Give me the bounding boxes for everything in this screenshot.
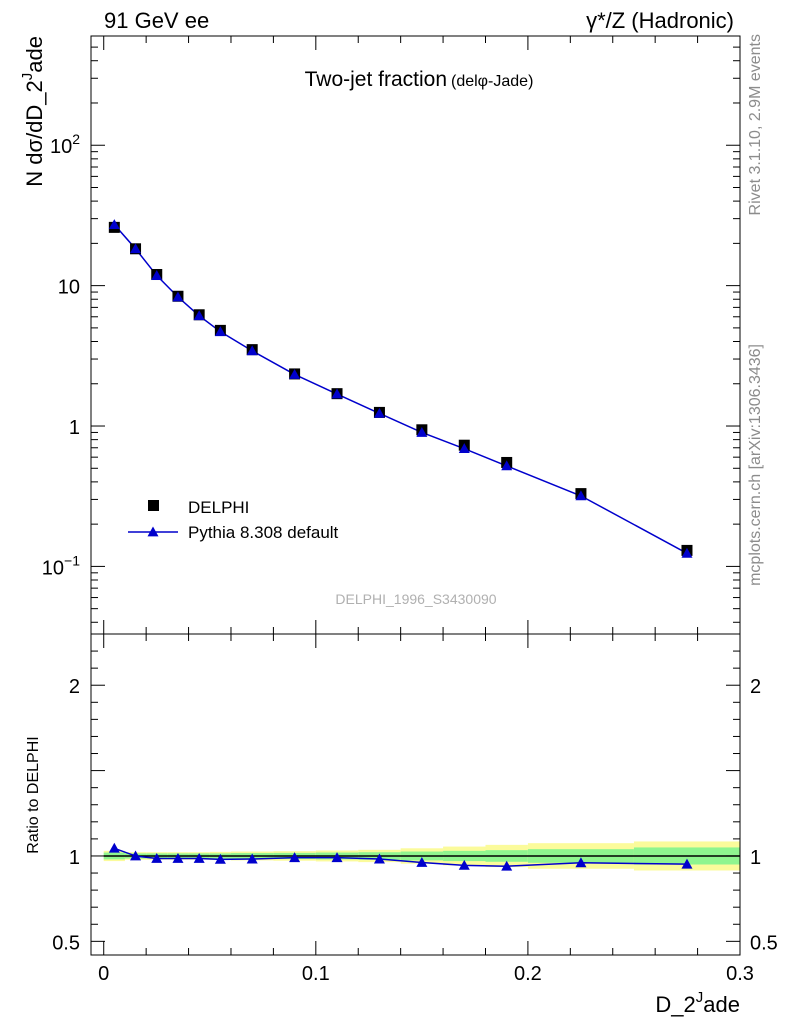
pythia-point [214,326,226,337]
ratio-y-tick-label: 1 [69,847,80,869]
ratio-y-tick-label-right: 0.5 [750,932,778,954]
ratio-y-tick-label-right: 1 [750,847,761,869]
pythia-point [416,426,428,437]
ratio-point [575,857,587,868]
pythia-point [289,368,301,379]
ratio-point [373,853,385,864]
pythia-point [193,310,205,321]
y-tick-label: 102 [50,131,80,158]
pythia-point [458,443,470,454]
ratio-point [416,856,428,867]
y-tick-label-exponent: −1 [64,552,80,568]
main-frame [90,35,741,635]
pythia-point [575,490,587,501]
ratio-point [172,853,184,863]
y-tick-label-base: 10 [42,557,64,579]
ratio-point [501,860,513,871]
ratio-y-tick-label-right: 2 [750,676,761,698]
header-left: 91 GeV ee [104,8,209,33]
y-tick-label-base: 10 [50,136,72,158]
legend-marker-pythia [147,526,159,537]
main-panel: Two-jet fraction (delφ-Jade) DELPHI_1996… [19,35,741,635]
ratio-y-tick-label: 2 [69,676,80,698]
chart-subtitle: (delφ-Jade) [451,73,533,90]
pythia-point [151,270,163,280]
ratio-point [681,858,693,869]
ratio-y-axis-title: Ratio to DELPHI [25,736,42,853]
legend-label-pythia: Pythia 8.308 default [188,523,339,542]
ratio-y-tick-label: 0.5 [52,932,80,954]
ratio-frame [90,633,741,956]
y-tick-label: 1 [69,417,80,439]
watermark: DELPHI_1996_S3430090 [335,591,496,607]
pythia-point [246,345,258,356]
chart-title: Two-jet fraction [305,68,447,91]
pythia-point [373,407,385,418]
ratio-point [246,853,258,864]
legend-marker-delphi [148,500,159,511]
y-axis-title: N dσ/dD_2Jade [19,36,47,187]
ratio-point [214,853,226,864]
header-right: γ*/Z (Hadronic) [586,8,734,33]
ratio-point [289,852,301,863]
pythia-point [331,388,343,399]
pythia-point [130,243,142,254]
ratio-point [108,842,120,853]
pythia-point [108,219,120,230]
x-tick-label: 0.1 [302,963,330,985]
legend-label-delphi: DELPHI [188,498,249,517]
mcplots-label: mcplots.cern.ch [arXiv:1306.3436] [747,344,764,586]
y-tick-label: 10 [58,277,80,299]
pythia-point [501,460,513,471]
ratio-point [151,853,163,863]
y-tick-label: 10−1 [42,552,80,579]
ratio-panel: Ratio to DELPHI D_2Jade 0 0.1 0.2 0.3 0.5 0.5… [25,633,778,1017]
legend: DELPHI Pythia 8.308 default [128,498,339,542]
y-tick-label-exponent: 2 [72,131,80,147]
ratio-point [193,853,205,863]
ratio-point [331,852,343,863]
x-tick-label: 0.3 [726,963,754,985]
pythia-point [172,291,184,302]
x-tick-label: 0.2 [514,963,542,985]
x-axis-title: D_2Jade [655,989,740,1017]
ratio-point [458,859,470,870]
pythia-point [681,547,693,558]
rivet-label: Rivet 3.1.10, 2.9M events [747,34,764,215]
ratio-point [130,850,142,861]
x-tick-label: 0 [98,963,109,985]
